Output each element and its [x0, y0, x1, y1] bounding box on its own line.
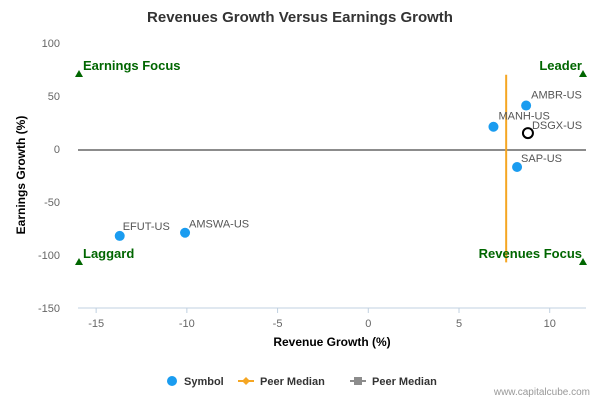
- y-tick-label: -150: [38, 303, 60, 315]
- data-point-ambr-us[interactable]: [521, 100, 532, 111]
- data-point-sap-us[interactable]: [512, 162, 523, 173]
- data-point-label: AMSWA-US: [189, 219, 249, 231]
- x-ticks: -15 -10 -5 0 5 10: [88, 308, 556, 330]
- y-tick-label: 100: [42, 38, 60, 50]
- quadrant-marker-top-right: [579, 70, 587, 77]
- quadrant-labels: Earnings Focus Leader Laggard Revenues Focu…: [75, 58, 587, 265]
- y-tick-label: -100: [38, 250, 60, 262]
- y-axis-title: Earnings Growth (%): [14, 116, 28, 235]
- quadrant-label-leader: Leader: [539, 58, 582, 73]
- legend-label[interactable]: Symbol: [184, 376, 224, 388]
- x-tick-label: 10: [544, 318, 556, 330]
- data-point-label: AMBR-US: [531, 90, 582, 102]
- legend-label[interactable]: Peer Median: [372, 376, 437, 388]
- y-tick-label: 50: [48, 91, 60, 103]
- legend-label[interactable]: Peer Median: [260, 376, 325, 388]
- data-point-amswa-us[interactable]: [180, 227, 191, 238]
- median-lines: [78, 74, 586, 263]
- x-tick-label: -10: [179, 318, 195, 330]
- chart-title: Revenues Growth Versus Earnings Growth: [147, 9, 453, 26]
- x-tick-label: -15: [88, 318, 104, 330]
- quadrant-marker-top-left: [75, 70, 83, 77]
- y-tick-label: 0: [54, 144, 60, 156]
- x-tick-label: 5: [456, 318, 462, 330]
- x-tick-label: 0: [365, 318, 371, 330]
- legend: Symbol Peer Median Peer Median: [167, 376, 437, 388]
- legend-square-icon: [354, 377, 362, 385]
- quadrant-label-earnings-focus: Earnings Focus: [83, 58, 181, 73]
- quadrant-marker-bottom-left: [75, 258, 83, 265]
- data-point-manh-us[interactable]: [488, 121, 499, 132]
- legend-symbol-circle-icon: [167, 376, 177, 386]
- quadrant-label-laggard: Laggard: [83, 246, 134, 261]
- data-point-label: EFUT-US: [123, 221, 170, 233]
- data-point-label: DSGX-US: [532, 120, 582, 132]
- credit-text: www.capitalcube.com: [493, 387, 590, 398]
- legend-diamond-icon: [242, 377, 250, 385]
- x-axis-title: Revenue Growth (%): [273, 335, 390, 349]
- y-ticks: 100 50 0 -50 -100 -150: [38, 38, 60, 315]
- data-point-efut-us[interactable]: [114, 230, 125, 241]
- data-point-label: MANH-US: [498, 111, 549, 123]
- data-point-label: SAP-US: [521, 153, 562, 165]
- quadrant-label-revenues-focus: Revenues Focus: [479, 246, 582, 261]
- y-tick-label: -50: [44, 197, 60, 209]
- data-point-dsgx-us[interactable]: [521, 127, 534, 140]
- quadrant-marker-bottom-right: [579, 258, 587, 265]
- x-tick-label: -5: [273, 318, 283, 330]
